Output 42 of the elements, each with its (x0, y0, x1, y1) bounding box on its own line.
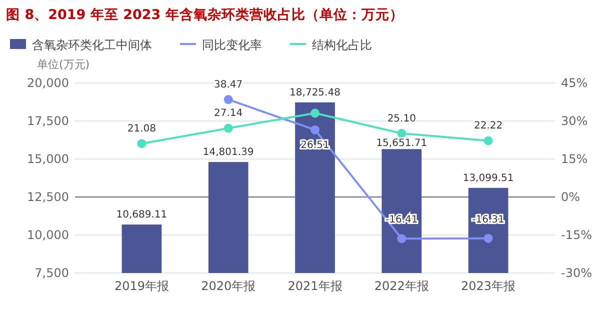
y-tick-label: 20,000 (27, 76, 69, 90)
data-label: 21.08 (127, 124, 156, 135)
chart-title: 图 8、2019 年至 2023 年含氧杂环类营收占比（单位：万元） (6, 7, 404, 23)
y-tick-label: 15,000 (27, 152, 69, 166)
legend-label: 含氧杂环类化工中间体 (32, 38, 152, 52)
x-tick-label: 2019年报 (114, 279, 169, 293)
y-tick-label: 7,500 (34, 266, 69, 280)
point (224, 95, 233, 104)
y2-tick-label: 45% (561, 76, 588, 90)
point (397, 234, 406, 244)
x-tick-label: 2022年报 (374, 279, 429, 293)
data-label: 10,689.11 (116, 210, 168, 221)
data-label: 25.10 (387, 113, 416, 124)
y2-tick-label: 30% (561, 114, 588, 128)
point (310, 125, 320, 134)
y2-tick-label: -15% (561, 228, 592, 242)
point (137, 139, 146, 148)
y-axis-title: 单位(万元) (37, 58, 90, 71)
x-tick-label: 2023年报 (461, 279, 516, 293)
data-label: 15,651.71 (376, 138, 428, 150)
data-label: 13,099.51 (462, 172, 514, 184)
point (397, 128, 406, 138)
y-tick-label: 10,000 (27, 228, 69, 242)
data-label: 27.14 (214, 108, 243, 120)
y2-tick-label: 0% (561, 190, 580, 204)
x-tick-label: 2021年报 (288, 279, 342, 293)
point (310, 108, 320, 118)
legend-label: 结构化占比 (312, 38, 372, 52)
point (484, 234, 493, 243)
data-label: 18,725.48 (290, 87, 340, 98)
x-tick-label: 2020年报 (201, 279, 256, 293)
y-tick-label: 12,500 (27, 190, 69, 204)
legend-label: 同比变化率 (202, 38, 262, 52)
y2-tick-label: 15% (561, 152, 588, 166)
data-label: 14,801.39 (202, 147, 254, 158)
data-label: 22.22 (474, 120, 503, 132)
point (224, 124, 233, 133)
data-label: 38.47 (214, 80, 243, 91)
data-label: -16.31 (472, 214, 504, 226)
y2-tick-label: -30% (561, 266, 592, 280)
point (484, 136, 493, 146)
y-tick-label: 17,500 (27, 114, 69, 128)
